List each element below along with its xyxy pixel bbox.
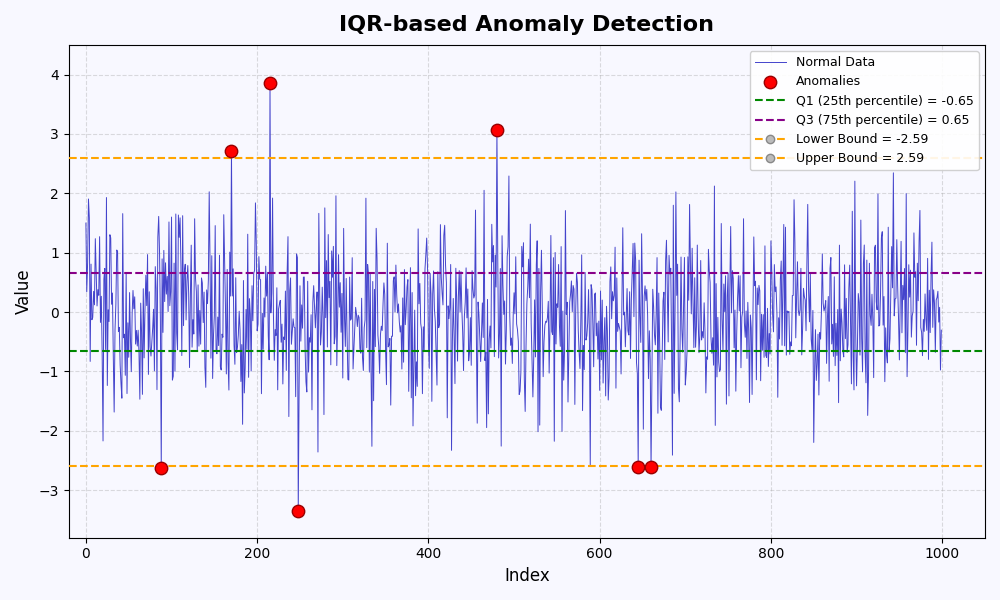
X-axis label: Index: Index [504, 567, 550, 585]
Normal Data [935, 326, 947, 334]
Line: Normal Data: Normal Data [86, 83, 941, 511]
Title: IQR-based Anomaly Detection: IQR-based Anomaly Detection [339, 15, 714, 35]
Anomalies [489, 125, 505, 134]
Q1 (25th percentile) = -0.65 [80, 347, 92, 354]
Anomalies [630, 462, 646, 472]
Normal Data [167, 373, 179, 380]
Anomalies [262, 79, 278, 88]
Normal Data [749, 282, 761, 289]
Y-axis label: Value: Value [15, 268, 33, 314]
Normal Data [669, 310, 681, 317]
Normal Data [458, 313, 470, 320]
Normal Data [80, 220, 92, 227]
Normal Data [428, 268, 440, 275]
Normal Data [292, 508, 304, 515]
Q3 (75th percentile) = 0.65 [81, 270, 93, 277]
Anomalies [153, 463, 169, 472]
Q1 (25th percentile) = -0.65 [81, 347, 93, 354]
Legend: Normal Data, Anomalies, Q1 (25th percentile) = -0.65, Q3 (75th percentile) = 0.6: Normal Data, Anomalies, Q1 (25th percent… [750, 51, 979, 170]
Normal Data [764, 350, 776, 358]
Anomalies [223, 146, 239, 155]
Anomalies [643, 462, 659, 472]
Anomalies [290, 506, 306, 516]
Normal Data [264, 80, 276, 87]
Q3 (75th percentile) = 0.65 [80, 270, 92, 277]
